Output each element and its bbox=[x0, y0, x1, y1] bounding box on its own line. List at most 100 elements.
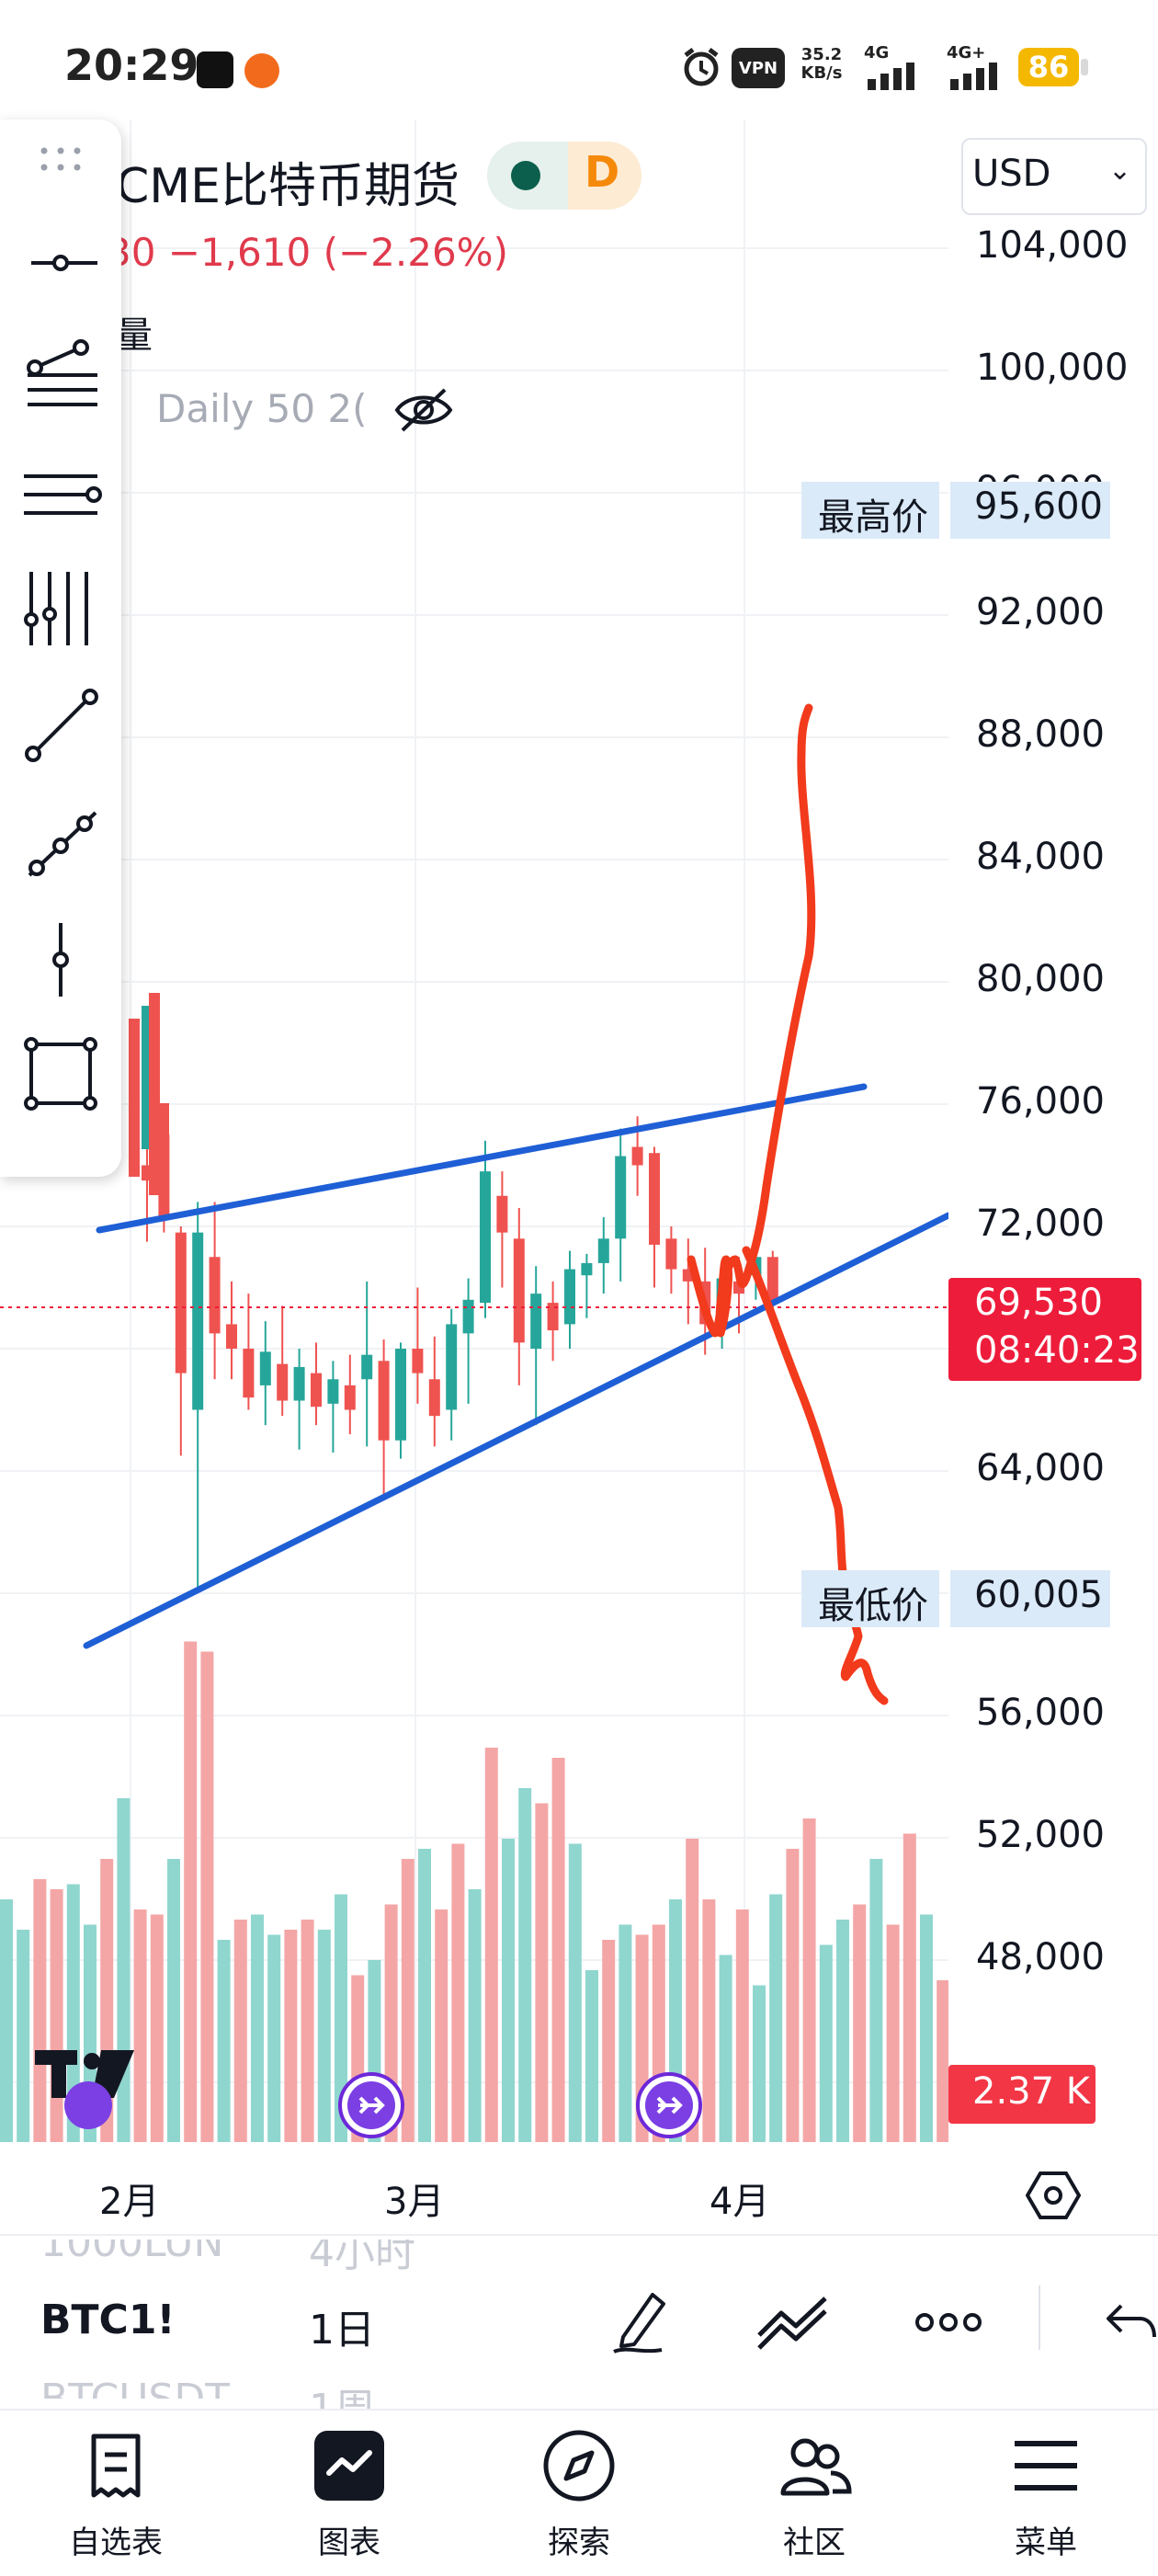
event-icon-1 bbox=[338, 2072, 404, 2138]
rectangle-icon[interactable] bbox=[17, 1030, 105, 1118]
volume-bar bbox=[551, 1758, 565, 2142]
net-speed-unit: KB/s bbox=[800, 63, 843, 83]
candle-body bbox=[311, 1373, 322, 1408]
candle-body bbox=[649, 1153, 660, 1245]
candle-body bbox=[766, 1257, 778, 1303]
compass-icon[interactable] bbox=[540, 2427, 618, 2504]
symbol-row-above[interactable]: 1000LUN bbox=[40, 2219, 224, 2266]
symbol-row-below[interactable]: BTCUSDT bbox=[40, 2376, 231, 2422]
volume-bar bbox=[686, 1839, 699, 2142]
signal-2-icon bbox=[950, 63, 997, 90]
candle-body bbox=[378, 1361, 390, 1441]
settings-hexagon-icon[interactable] bbox=[1026, 2170, 1081, 2221]
candle-body bbox=[395, 1349, 406, 1441]
horizontal-ray-icon[interactable] bbox=[17, 219, 105, 307]
candle-body bbox=[149, 993, 160, 1195]
drag-handle-icon[interactable] bbox=[17, 134, 105, 186]
price-tick: 64,000 bbox=[976, 1447, 1105, 1489]
info-line-icon[interactable] bbox=[17, 800, 105, 888]
nav-label-menu: 菜单 bbox=[1015, 2525, 1077, 2561]
chart-icon[interactable] bbox=[311, 2427, 388, 2504]
volume-bar bbox=[753, 1985, 766, 2142]
interval-row-below[interactable]: 1周 bbox=[309, 2376, 375, 2411]
interval-badge: D bbox=[585, 147, 620, 197]
hand-drawn-projection-up bbox=[687, 703, 816, 1338]
candle-body bbox=[209, 1257, 221, 1334]
nav-label-explore: 探索 bbox=[548, 2525, 610, 2561]
undo-icon[interactable] bbox=[1103, 2298, 1158, 2344]
volume-bar bbox=[418, 1849, 431, 2142]
symbol-current[interactable]: BTC1! bbox=[40, 2297, 176, 2343]
price-tick: 104,000 bbox=[976, 224, 1129, 267]
price-tick: 72,000 bbox=[976, 1203, 1105, 1245]
indicator-legend-label[interactable]: Daily 50 2( bbox=[156, 386, 368, 431]
volume-bar bbox=[167, 1859, 180, 2142]
candle-body bbox=[192, 1232, 204, 1410]
candle-body bbox=[496, 1195, 508, 1233]
volume-bar bbox=[335, 1894, 347, 2142]
candle-body bbox=[158, 1103, 169, 1195]
volume-bar bbox=[836, 1920, 849, 2142]
parallel-channel-icon[interactable] bbox=[17, 450, 105, 539]
volume-bar bbox=[284, 1930, 298, 2142]
interval-pill bbox=[568, 142, 641, 210]
price-tick: 52,000 bbox=[976, 1814, 1105, 1856]
volume-bar bbox=[66, 1884, 80, 2142]
volume-value: 2.37 K bbox=[972, 2070, 1091, 2113]
app-notification-icon bbox=[197, 51, 233, 88]
volume-bar bbox=[435, 1909, 448, 2142]
volume-bar bbox=[903, 1833, 916, 2142]
volume-bar bbox=[619, 1924, 632, 2142]
vpn-badge: VPN bbox=[732, 48, 785, 88]
candle-body bbox=[665, 1238, 677, 1270]
symbol-title[interactable]: CME比特币期货 bbox=[116, 159, 460, 214]
volume-bar bbox=[267, 1934, 281, 2142]
candle-body bbox=[175, 1232, 187, 1373]
battery-level: 86 bbox=[1018, 48, 1079, 86]
candle-body bbox=[480, 1171, 491, 1304]
volume-bar bbox=[184, 1641, 198, 2142]
alert-notification-icon bbox=[244, 53, 279, 88]
currency-select[interactable] bbox=[961, 138, 1147, 215]
volume-bar bbox=[802, 1818, 816, 2142]
volume-bar bbox=[568, 1843, 582, 2142]
tradingview-logo bbox=[35, 2050, 134, 2098]
interval-current[interactable]: 1日 bbox=[309, 2307, 375, 2354]
volume-bar bbox=[468, 1889, 482, 2142]
volume-bar bbox=[401, 1859, 414, 2142]
volume-bar bbox=[535, 1803, 549, 2142]
volume-bar bbox=[50, 1889, 63, 2142]
draw-pen-icon[interactable] bbox=[607, 2285, 676, 2355]
community-icon[interactable] bbox=[776, 2427, 853, 2504]
last-price-box bbox=[948, 1278, 1141, 1381]
candle-body bbox=[226, 1324, 237, 1349]
vertical-line-icon[interactable] bbox=[17, 916, 105, 1004]
drawing-tools-icon[interactable] bbox=[754, 2289, 833, 2354]
watchlist-icon[interactable] bbox=[77, 2427, 154, 2504]
menu-icon[interactable] bbox=[1007, 2427, 1084, 2504]
trend-line-icon[interactable] bbox=[17, 682, 105, 770]
more-options-icon[interactable] bbox=[914, 2306, 983, 2339]
volume-bar bbox=[233, 1920, 247, 2142]
volume-legend-label[interactable]: 量 bbox=[116, 314, 153, 357]
nav-label-community: 社区 bbox=[783, 2525, 846, 2561]
bar-countdown: 08:40:23 bbox=[974, 1329, 1140, 1372]
fib-retracement-icon[interactable] bbox=[17, 333, 105, 421]
signal-1-label: 4G bbox=[864, 43, 890, 63]
low-label-box bbox=[801, 1570, 939, 1627]
currency-value: USD bbox=[972, 153, 1051, 195]
vertical-lines-icon[interactable] bbox=[17, 564, 105, 653]
month-label-apr: 4月 bbox=[710, 2181, 770, 2223]
toolbar-divider bbox=[1039, 2285, 1040, 2350]
volume-bar bbox=[17, 1930, 30, 2142]
eye-off-icon[interactable] bbox=[393, 384, 454, 436]
interval-row-above[interactable]: 4小时 bbox=[309, 2229, 415, 2276]
price-tick: 88,000 bbox=[976, 713, 1105, 756]
price-tick: 100,000 bbox=[976, 347, 1129, 389]
chevron-down-icon: ⌄ bbox=[1108, 154, 1132, 187]
price-tick: 92,000 bbox=[976, 591, 1105, 633]
candle-body bbox=[293, 1366, 305, 1401]
volume-bar bbox=[502, 1839, 515, 2142]
net-speed-value: 35.2 bbox=[800, 45, 843, 64]
price-chart[interactable] bbox=[0, 120, 948, 2142]
